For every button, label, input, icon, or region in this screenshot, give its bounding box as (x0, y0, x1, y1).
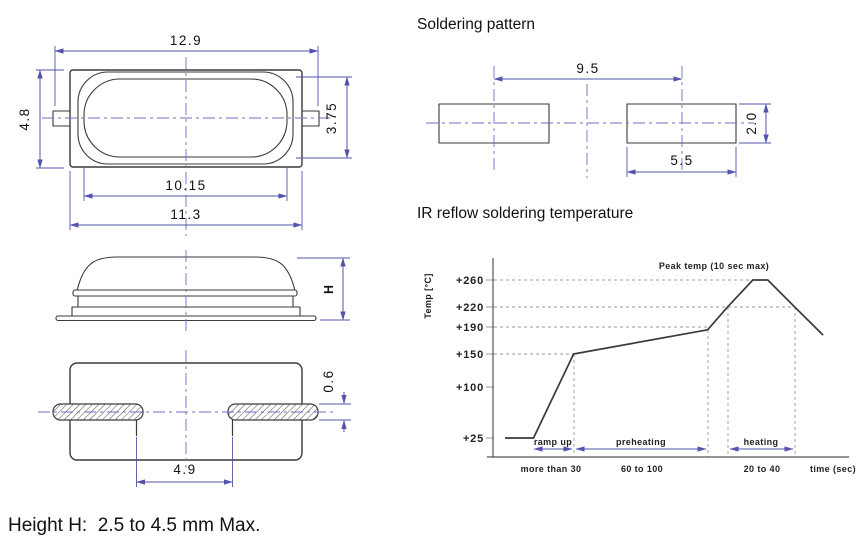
soldering-pattern-heading: Soldering pattern (417, 16, 535, 33)
temperature-profile-line (505, 279, 824, 439)
dim-lead-pitch: 4.9 (173, 462, 196, 477)
dim-overall-width: 12.9 (170, 33, 202, 48)
top-view: 12.9 4.8 3.75 10.15 11.3 (17, 33, 352, 236)
ytick-260: +260 (456, 275, 484, 287)
bottom-view: 0.6 4.9 (38, 350, 351, 487)
phase-heating: heating (744, 437, 779, 447)
peak-annotation: Peak temp (10 sec max) (659, 261, 769, 271)
right-pin (300, 110, 320, 127)
phase-ramp-up: ramp up (534, 437, 572, 447)
lip (72, 289, 298, 297)
right-solder-pad (626, 103, 737, 144)
ytick-220: +220 (456, 302, 484, 314)
reflow-chart: Temp [°C] +260 +220 +190 +150 +100 +25 P… (423, 258, 856, 474)
height-note: Height H: 2.5 to 4.5 mm Max. (8, 515, 260, 536)
left-pad (52, 403, 144, 421)
body-band (77, 295, 294, 308)
ytick-100: +100 (456, 382, 484, 394)
x-axis-label: time (sec) (810, 464, 856, 474)
dim-pad-height: 2.0 (744, 111, 759, 134)
ytick-25: +25 (463, 433, 484, 445)
ytick-150: +150 (456, 349, 484, 361)
dim-height-label: H (322, 284, 336, 294)
dim-overall-height: 4.8 (17, 107, 32, 130)
dim-body-width: 11.3 (170, 207, 201, 222)
dim-lid-height: 3.75 (324, 102, 339, 134)
phase-preheating: preheating (616, 437, 666, 447)
dim-lid-width: 10.15 (165, 178, 206, 193)
y-axis-label: Temp [°C] (423, 273, 433, 319)
duration-preheating: 60 to 100 (621, 464, 663, 474)
side-view: H (55, 250, 350, 333)
lid-outer (77, 71, 294, 165)
left-pin (52, 110, 72, 127)
dim-pad-thickness: 0.6 (321, 369, 336, 392)
soldering-pattern-drawing: 9.5 5.5 2.0 (426, 61, 771, 178)
ir-reflow-heading: IR reflow soldering temperature (417, 205, 633, 222)
ytick-190: +190 (456, 322, 484, 334)
dim-pad-width: 5.5 (670, 153, 693, 168)
duration-heating: 20 to 40 (744, 464, 781, 474)
dim-pad-pitch: 9.5 (576, 61, 599, 76)
duration-ramp-up: more than 30 (521, 464, 582, 474)
